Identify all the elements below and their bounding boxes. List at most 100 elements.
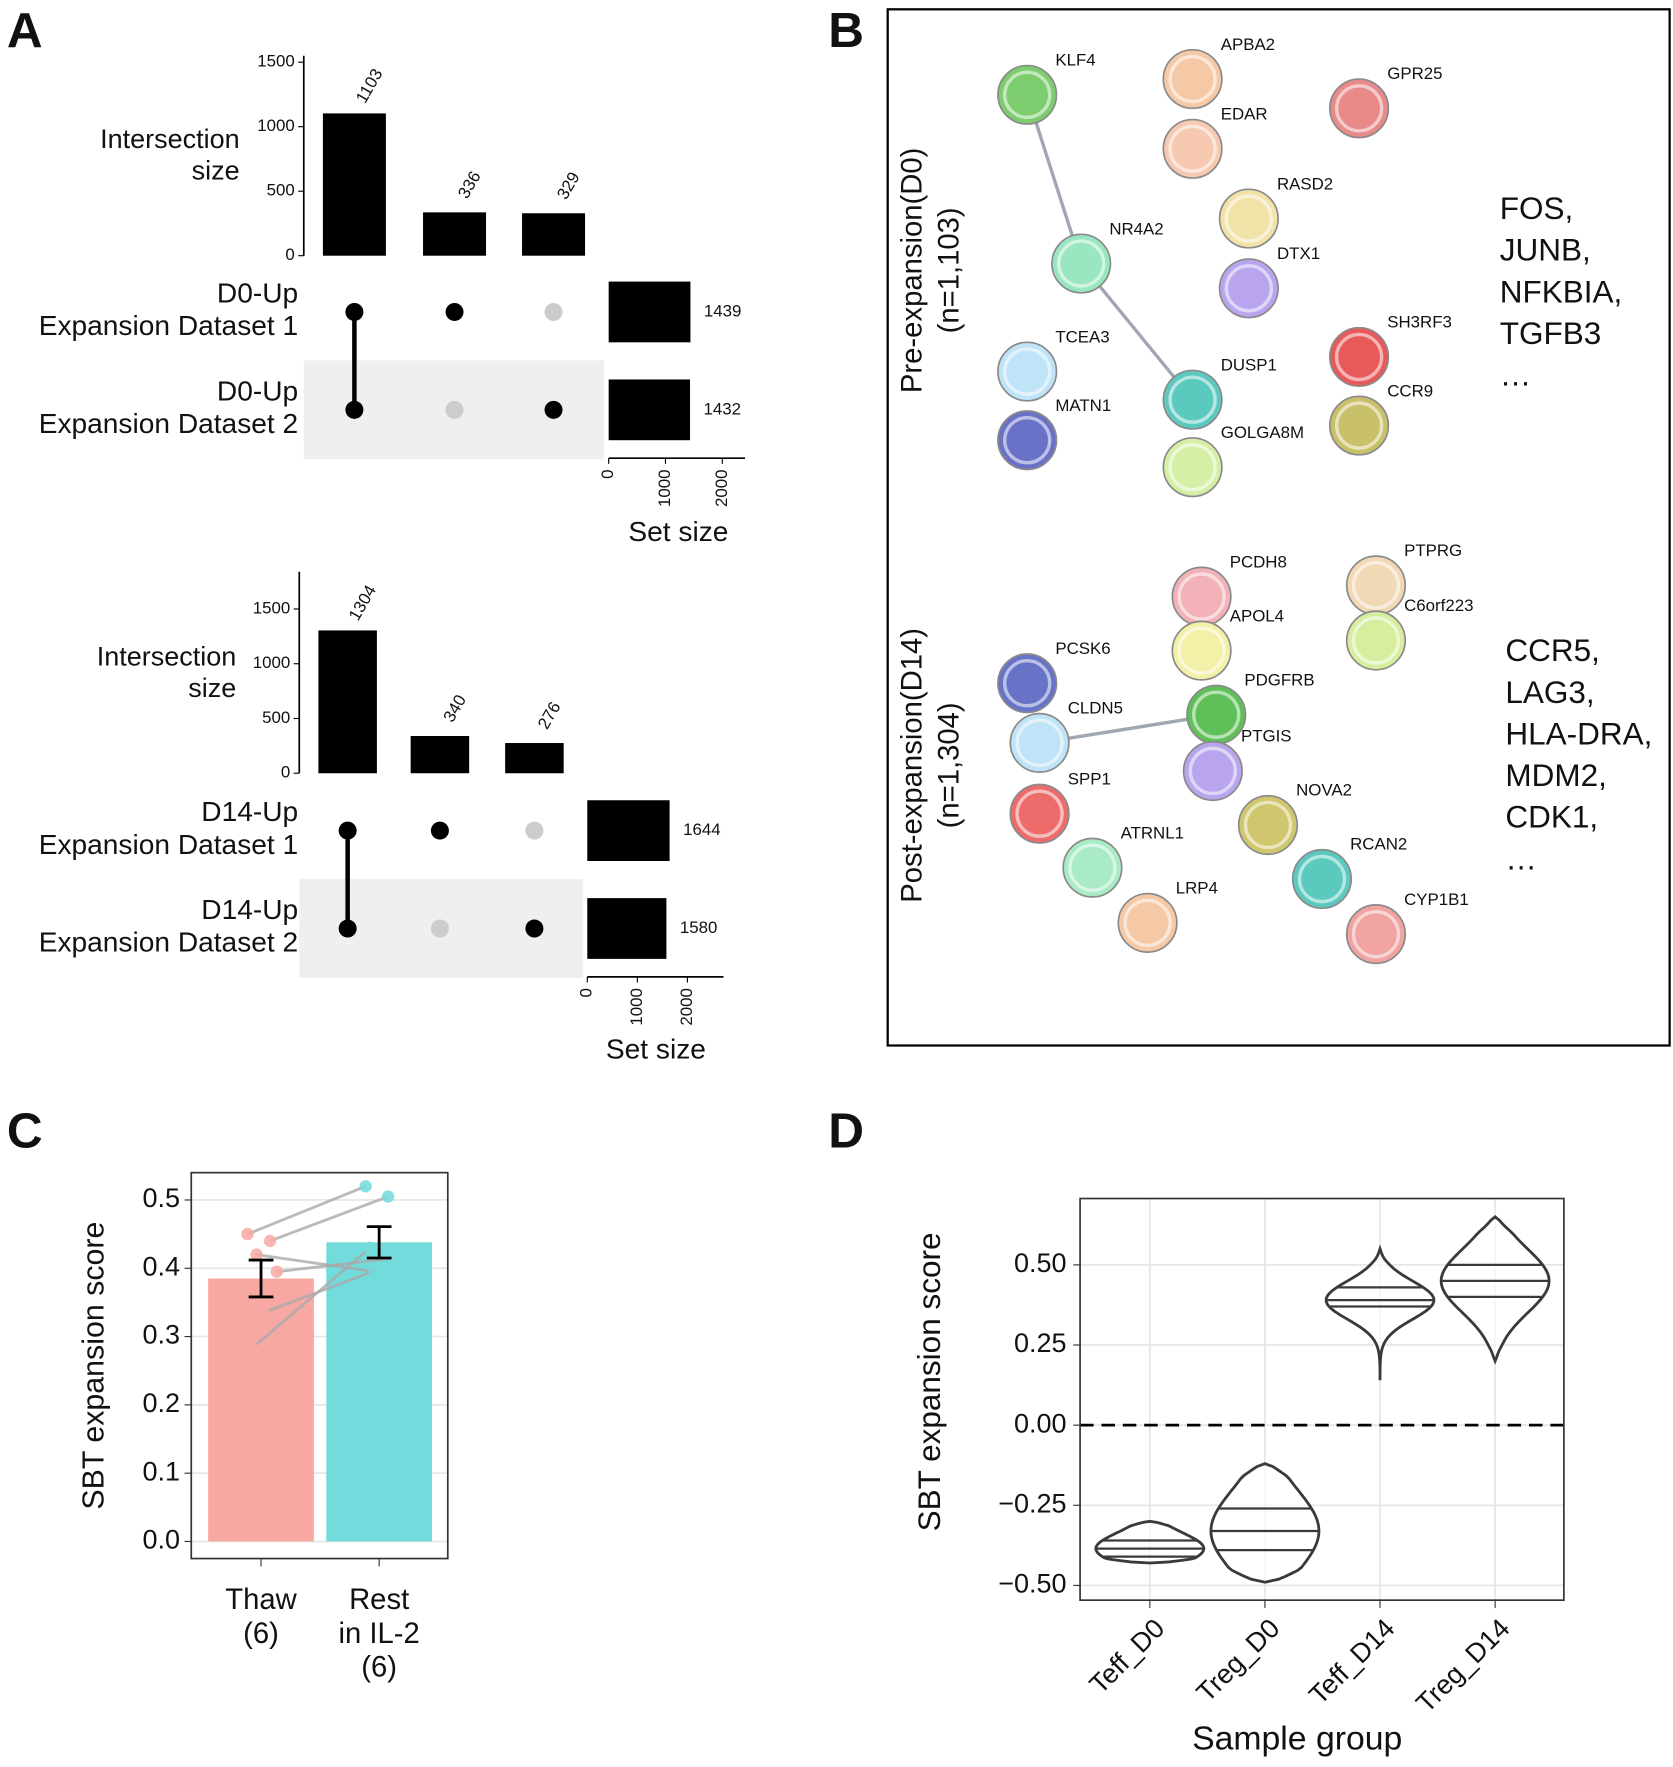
gene-list: HLA-DRA, — [1505, 715, 1652, 751]
network-node-label: PTGIS — [1241, 727, 1292, 746]
y-tick-label: −0.25 — [998, 1488, 1066, 1518]
y-tick-label: 0.4 — [142, 1251, 180, 1281]
x-tick-label: Rest — [349, 1584, 409, 1616]
set-name: Expansion Dataset 1 — [39, 310, 298, 341]
network-node-label: PDGFRB — [1244, 670, 1314, 689]
set-name: D14-Up — [201, 894, 298, 925]
x-axis-label: Set size — [606, 1034, 706, 1065]
network-node — [1171, 620, 1232, 681]
network-node-inner — [1068, 843, 1117, 892]
x-axis-label: Set size — [628, 516, 728, 547]
point — [263, 1234, 277, 1248]
point — [375, 1262, 388, 1275]
bar — [423, 212, 487, 256]
x-tick-label: Teff_D14 — [1303, 1613, 1400, 1710]
network-node — [1237, 794, 1299, 856]
y-tick-label: 0 — [285, 245, 294, 264]
bar-value-label: 329 — [553, 169, 584, 203]
point — [270, 1265, 283, 1278]
network-node-inner — [1057, 239, 1106, 288]
matrix-dot — [430, 821, 449, 840]
y-tick-label: 0.25 — [1014, 1328, 1067, 1358]
y-tick-label: 1500 — [253, 598, 291, 617]
network-node-label: NR4A2 — [1109, 219, 1163, 238]
matrix-dot — [544, 400, 563, 419]
network-node-label: EDAR — [1221, 105, 1268, 124]
error-bar — [248, 1258, 274, 1299]
network-node-label: PTPRG — [1404, 541, 1462, 560]
network-node-inner — [1334, 332, 1384, 382]
x-tick-label: 1000 — [655, 469, 674, 507]
set-name: D0-Up — [217, 375, 298, 406]
network-node-label: MATN1 — [1055, 396, 1111, 415]
plot-border — [1079, 1197, 1565, 1602]
matrix-dot — [430, 919, 449, 938]
network-node-label: GPR25 — [1387, 64, 1442, 83]
y-tick-label: 0.50 — [1014, 1248, 1067, 1278]
network-node — [1186, 684, 1247, 745]
panel-b-frame — [886, 8, 1671, 1047]
y-tick-label: 0.1 — [142, 1456, 180, 1486]
network-node-inner — [1334, 84, 1384, 133]
x-tick-label: Teff_D0 — [1084, 1613, 1171, 1700]
x-tick-label: 0 — [577, 988, 596, 997]
x-tick-label: Treg_D14 — [1410, 1613, 1515, 1718]
network-node — [1117, 892, 1178, 953]
y-tick-label: 500 — [262, 708, 290, 727]
set-size-bar — [587, 800, 670, 861]
error-bar — [366, 1225, 392, 1260]
y-axis-label: SBT expansion score — [78, 1222, 111, 1510]
y-tick-label: −0.50 — [998, 1569, 1066, 1599]
network-node — [1329, 326, 1390, 388]
x-tick-label: in IL-2 — [339, 1618, 420, 1650]
point — [381, 1190, 395, 1203]
violin — [1324, 1244, 1436, 1381]
bar-value-label: 336 — [454, 168, 485, 202]
matrix-dot — [445, 400, 464, 419]
x-axis-label: Sample group — [1192, 1720, 1402, 1758]
x-tick-label: Thaw — [225, 1584, 297, 1616]
x-tick-label: (6) — [361, 1652, 397, 1684]
network-node — [997, 341, 1058, 402]
network-node-inner — [1015, 718, 1064, 768]
pair-line — [246, 1185, 367, 1236]
gene-list: … — [1500, 357, 1532, 393]
network-node — [1051, 233, 1112, 294]
set-size-label: 1432 — [704, 399, 742, 418]
bar — [505, 743, 564, 774]
network-node-inner — [1224, 264, 1274, 313]
set-size-bar — [587, 898, 667, 959]
gene-list: … — [1505, 840, 1537, 876]
gene-list: JUNB, — [1500, 232, 1591, 268]
matrix-dot — [338, 919, 357, 938]
network-node-inner — [1351, 909, 1401, 959]
plot-border — [190, 1171, 449, 1560]
y-tick-label: 0.2 — [142, 1388, 180, 1418]
network-node-inner — [1224, 194, 1274, 243]
set-name: Expansion Dataset 2 — [39, 408, 298, 439]
network-node-label: ATRNL1 — [1121, 823, 1184, 842]
matrix-dot — [345, 302, 364, 321]
y-tick-label: 0.00 — [1014, 1408, 1067, 1438]
bar-value-label: 276 — [534, 699, 565, 733]
bar — [410, 736, 470, 774]
panel-label: A — [7, 3, 43, 58]
panel-label: C — [7, 1103, 43, 1158]
pair-line — [269, 1195, 389, 1243]
network-node-inner — [1177, 572, 1226, 621]
network-node — [1345, 904, 1407, 965]
matrix-dot — [525, 919, 544, 938]
network-node-label: APOL4 — [1230, 606, 1284, 625]
x-tick-label: (6) — [243, 1618, 279, 1650]
set-name: D14-Up — [201, 796, 298, 827]
matrix-dot — [544, 302, 563, 321]
network-node-inner — [1168, 54, 1217, 104]
network-node — [1171, 566, 1232, 627]
bar-value-label: 1103 — [352, 65, 387, 106]
y-axis-label: Intersection — [100, 124, 240, 154]
network-node-label: NOVA2 — [1296, 781, 1352, 800]
network-node — [1182, 740, 1243, 802]
network-node — [997, 653, 1058, 714]
network-node-label: APBA2 — [1221, 35, 1275, 54]
